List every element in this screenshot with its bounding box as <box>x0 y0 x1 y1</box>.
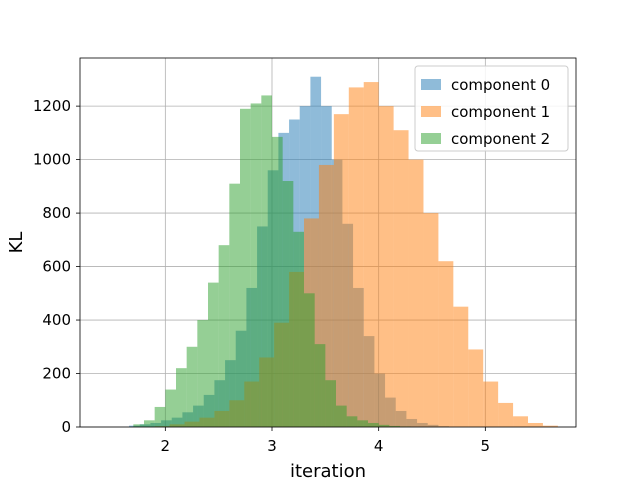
histogram-bar <box>513 416 528 427</box>
histogram-bar <box>453 306 469 427</box>
series-1-bars <box>154 82 558 428</box>
x-tick-label: 4 <box>374 437 384 455</box>
histogram-bar <box>176 368 187 427</box>
histogram-bar <box>208 282 219 427</box>
histogram-bar <box>325 380 336 427</box>
histogram-bar <box>165 389 176 427</box>
y-axis-label: KL <box>6 232 27 254</box>
legend-label: component 0 <box>451 76 550 94</box>
legend-swatch <box>421 133 441 144</box>
histogram-bars <box>129 76 558 428</box>
y-tick-label: 0 <box>61 418 71 436</box>
legend-label: component 1 <box>451 103 550 121</box>
histogram-bar <box>229 183 240 427</box>
legend-swatch <box>421 106 441 117</box>
histogram-bar <box>197 320 208 427</box>
histogram-bar <box>304 293 315 427</box>
y-tick-label: 400 <box>42 311 71 329</box>
x-tick-label: 5 <box>481 437 491 455</box>
histogram-bar <box>408 159 424 427</box>
legend-label: component 2 <box>451 130 550 148</box>
histogram-bar <box>336 405 347 427</box>
histogram-bar <box>144 420 155 427</box>
histogram-bar <box>378 424 390 427</box>
histogram-bar <box>154 406 166 427</box>
x-tick-label: 3 <box>267 437 277 455</box>
histogram-bar <box>218 245 230 427</box>
histogram-bar <box>346 416 358 427</box>
histogram-bar <box>528 422 543 427</box>
histogram-bar <box>378 106 394 427</box>
histogram-bar <box>368 422 379 427</box>
y-tick-label: 600 <box>42 258 71 276</box>
histogram-bar <box>314 344 326 427</box>
histogram-bar <box>423 213 439 427</box>
histogram-bar <box>240 108 251 427</box>
histogram-bar <box>272 136 283 427</box>
legend-box <box>414 65 569 152</box>
legend: component 0 component 1 component 2 <box>414 65 569 152</box>
y-tick-label: 1200 <box>33 97 71 115</box>
axis-ticks: 2 3 4 5 0 200 400 600 800 1000 1200 <box>33 97 490 455</box>
plot-frame <box>79 57 577 428</box>
histogram-bar <box>357 420 368 427</box>
histogram-bar <box>261 95 272 427</box>
legend-swatch <box>421 79 441 90</box>
series-2-bars <box>133 95 411 428</box>
histogram-bar <box>438 261 454 427</box>
histogram-bar <box>250 103 262 428</box>
histogram-bar <box>468 349 484 427</box>
histogram-bar <box>133 424 144 427</box>
histogram-bar <box>333 114 349 428</box>
y-tick-label: 200 <box>42 365 71 383</box>
histogram-bar <box>393 130 409 427</box>
x-tick-label: 2 <box>161 437 171 455</box>
histogram-bar <box>542 425 558 427</box>
histogram-bar <box>293 231 304 427</box>
histogram-bar <box>498 402 514 427</box>
histogram-bar <box>483 381 499 427</box>
x-axis-label: iteration <box>290 461 366 480</box>
histogram-bar <box>363 82 379 427</box>
histogram-bar <box>348 87 364 428</box>
histogram-bar <box>186 346 198 427</box>
histogram-bar <box>282 181 294 427</box>
y-tick-label: 800 <box>42 204 71 222</box>
y-tick-label: 1000 <box>33 151 71 169</box>
histogram-bar <box>389 425 400 427</box>
